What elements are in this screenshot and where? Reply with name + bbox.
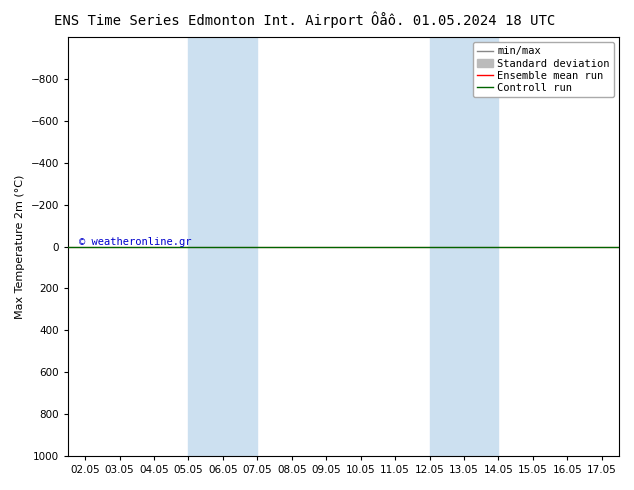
Legend: min/max, Standard deviation, Ensemble mean run, Controll run: min/max, Standard deviation, Ensemble me… xyxy=(473,42,614,97)
Bar xyxy=(430,37,498,456)
Text: © weatheronline.gr: © weatheronline.gr xyxy=(79,237,191,246)
Text: ENS Time Series Edmonton Int. Airport: ENS Time Series Edmonton Int. Airport xyxy=(55,14,364,28)
Text: Ôåô. 01.05.2024 18 UTC: Ôåô. 01.05.2024 18 UTC xyxy=(371,14,555,28)
Y-axis label: Max Temperature 2m (°C): Max Temperature 2m (°C) xyxy=(15,174,25,318)
Bar xyxy=(188,37,257,456)
